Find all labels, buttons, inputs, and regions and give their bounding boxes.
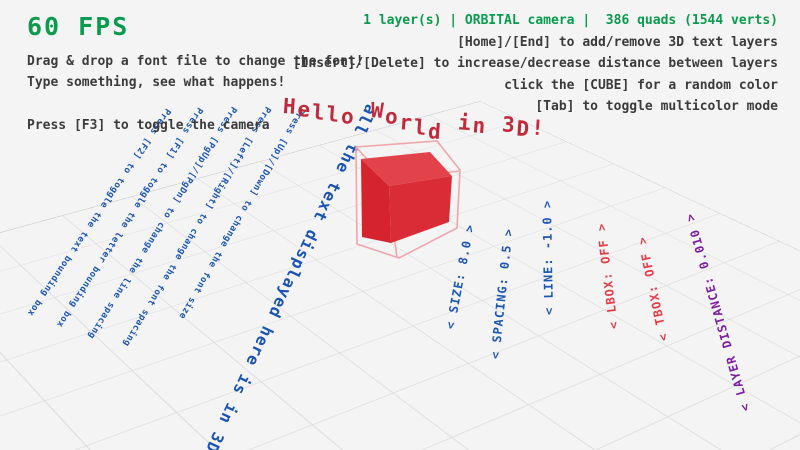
hint-toggle-camera: Press [F3] to toggle the camera: [27, 118, 270, 133]
status-bar: 1 layer(s) | ORBITAL camera | 386 quads …: [363, 13, 778, 28]
hint-cube-color: click the [CUBE] for a random color: [504, 77, 778, 93]
hint-type: Type something, see what happens!: [27, 75, 286, 90]
hint-layer-distance: [Insert]/[Delete] to increase/decrease d…: [292, 56, 778, 71]
typed-char: !: [530, 115, 547, 141]
hint-layers: [Home]/[End] to add/remove 3D text layer…: [457, 34, 778, 50]
hud-left: 60 FPS Drag & drop a font file to change…: [27, 12, 364, 136]
typed-char: d: [427, 119, 444, 145]
hud-right: 1 layer(s) | ORBITAL camera | 386 quads …: [293, 10, 778, 118]
hint-drop-font: Drag & drop a font file to change the fo…: [27, 54, 364, 69]
red-cube[interactable]: [361, 152, 452, 243]
hint-multicolor: [Tab] to toggle multicolor mode: [535, 99, 778, 114]
fps-counter: 60 FPS: [27, 12, 130, 41]
